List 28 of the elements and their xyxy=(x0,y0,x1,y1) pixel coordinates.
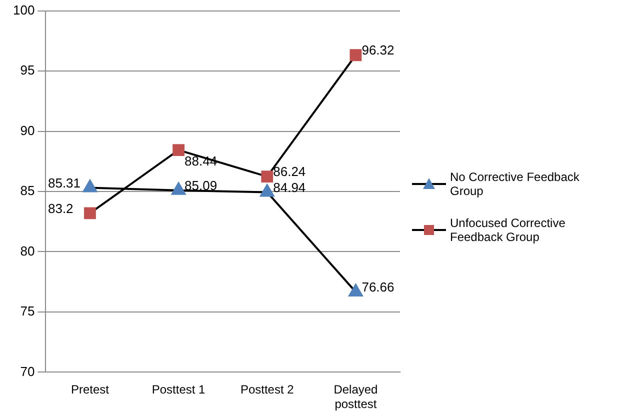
data-label: 83.2 xyxy=(48,200,74,216)
x-tick-label: Posttest 2 xyxy=(240,382,294,397)
y-tick-label: 75 xyxy=(20,304,35,319)
y-tick-label: 100 xyxy=(12,2,35,18)
point xyxy=(171,182,186,195)
point xyxy=(82,180,98,192)
point xyxy=(350,49,362,62)
y-tick-label: 80 xyxy=(20,243,35,258)
point xyxy=(348,284,363,296)
data-label: 86.24 xyxy=(273,164,306,180)
data-label: 84.94 xyxy=(273,180,306,195)
legend-label: No Corrective Feedback Group xyxy=(450,170,580,198)
point xyxy=(84,207,96,220)
point xyxy=(261,170,274,183)
data-label: 85.09 xyxy=(184,178,218,193)
data-label: 76.66 xyxy=(362,280,394,295)
x-tick-label: Pretest xyxy=(70,382,110,397)
data-label: 85.31 xyxy=(48,175,81,190)
y-tick-label: 85 xyxy=(20,183,35,198)
point xyxy=(260,184,274,197)
legend-label: Unfocused Corrective Feedback Group xyxy=(450,216,566,244)
y-tick-label: 90 xyxy=(20,122,35,138)
point xyxy=(172,144,185,156)
x-tick-label: Posttest 1 xyxy=(152,382,206,397)
data-label: 96.32 xyxy=(362,42,394,58)
x-tick-label: Delayed posttest xyxy=(334,382,378,412)
y-tick-label: 95 xyxy=(20,62,35,78)
y-tick-label: 70 xyxy=(20,364,35,379)
